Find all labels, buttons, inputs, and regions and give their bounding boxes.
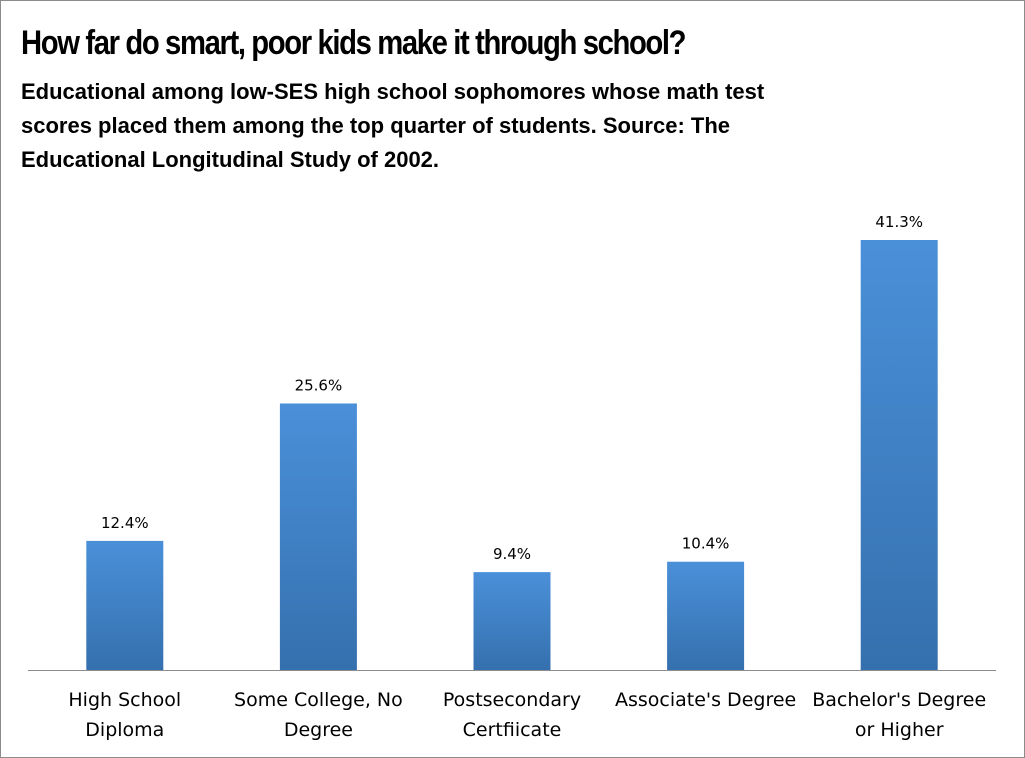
category-label-5-line-1: Bachelor's Degree (812, 689, 986, 711)
data-label-1: 12.4% (101, 514, 149, 532)
bar-5 (860, 240, 938, 670)
chart-title: How far do smart, poor kids make it thro… (21, 24, 687, 62)
bars-group (86, 240, 938, 670)
category-label-4-line-1: Associate's Degree (615, 689, 796, 711)
category-label-3-line-1: Postsecondary (443, 689, 581, 711)
data-labels-group: 12.4% 25.6% 9.4% 10.4% 41.3% (101, 213, 923, 563)
data-label-3: 9.4% (493, 545, 531, 563)
category-labels-group: High School Diploma Some College, No Degree… (68, 689, 986, 741)
category-label-2-line-1: Some College, No (234, 689, 403, 711)
category-label-1-line-2: Diploma (85, 719, 164, 741)
category-label-3-line-2: Certfiicate (463, 719, 562, 741)
bar-1 (86, 540, 164, 670)
data-label-4: 10.4% (682, 535, 730, 553)
data-label-2: 25.6% (295, 376, 343, 394)
category-label-1-line-1: High School (68, 689, 181, 711)
category-label-2-line-2: Degree (284, 719, 353, 741)
chart-subtitle: Educational among low-SES high school so… (21, 79, 765, 172)
bar-3 (473, 572, 551, 670)
category-label-5-line-2: or Higher (855, 719, 944, 741)
bar-4 (667, 561, 745, 670)
data-label-5: 41.3% (875, 213, 923, 231)
bar-2 (279, 403, 357, 670)
